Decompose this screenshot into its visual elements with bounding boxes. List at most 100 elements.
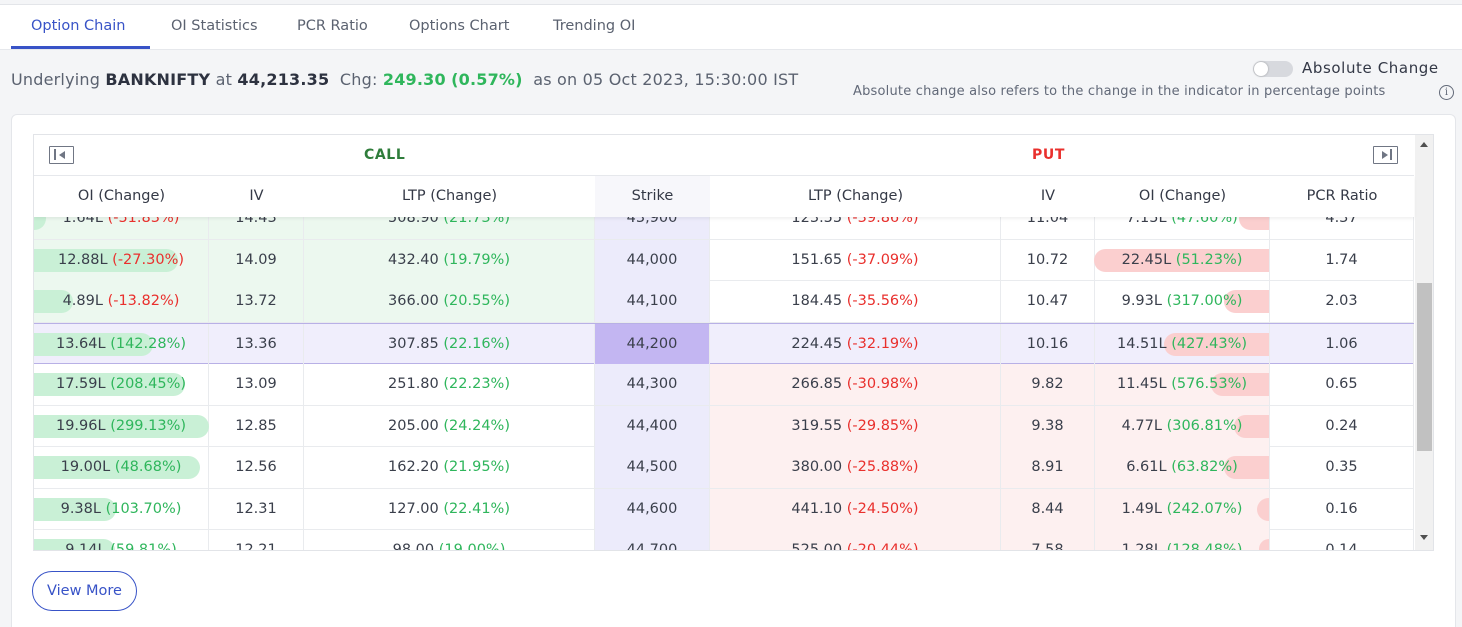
call-iv-cell: 13.36 (209, 323, 304, 365)
call-oi-change: (103.70%) (105, 500, 182, 517)
pcr-cell: 2.03 (1270, 281, 1414, 322)
call-iv-cell: 12.56 (209, 447, 304, 488)
call-iv-cell: 12.31 (209, 488, 304, 530)
put-oi-change: (63.82%) (1171, 459, 1238, 475)
header-call-iv[interactable]: IV (249, 188, 264, 204)
put-ltp-value: 123.55 (791, 217, 843, 226)
change-value: 249.30 (382, 70, 446, 89)
table-row[interactable]: 1.64L (-51.83%) 14.43 508.90 (21.73%) 43,90… (34, 217, 1414, 240)
tab-trending-oi[interactable]: Trending OI (553, 18, 636, 34)
underlying-summary: Underlying BANKNIFTY at 44,213.35 Chg: 2… (11, 70, 798, 89)
put-iv-cell: 9.82 (1001, 364, 1095, 405)
put-ltp-cell: 123.55 (-39.86%) (710, 217, 1001, 239)
call-ltp-change: (21.73%) (443, 217, 510, 226)
header-put-oi[interactable]: OI (Change) (1138, 188, 1227, 204)
call-iv-cell: 14.43 (209, 217, 304, 239)
call-oi-text: 9.38L (103.70%) (61, 501, 182, 517)
call-oi-text: 13.64L (142.28%) (56, 336, 186, 352)
table-row[interactable]: 13.64L (142.28%) 13.36 307.85 (22.16%) 44,2… (34, 322, 1414, 365)
collapse-call-icon[interactable] (49, 146, 74, 164)
put-iv-cell: 9.38 (1001, 405, 1095, 447)
call-oi-text: 4.89L (-13.82%) (63, 293, 180, 309)
table-row[interactable]: 19.96L (299.13%) 12.85 205.00 (24.24%) 44,4… (34, 405, 1414, 447)
call-ltp-cell: 98.00 (19.00%) (304, 530, 595, 550)
call-oi-value: 19.00L (60, 459, 111, 475)
call-oi-cell: 4.89L (-13.82%) (34, 281, 209, 322)
table-row[interactable]: 9.38L (103.70%) 12.31 127.00 (22.41%) 44,60… (34, 488, 1414, 530)
call-ltp-value: 432.40 (388, 251, 439, 268)
underlying-at: at (215, 70, 233, 89)
put-oi-cell: 6.61L (63.82%) (1095, 447, 1270, 488)
scroll-thumb[interactable] (1417, 283, 1432, 451)
put-oi-text: 1.28L (128.48%) (1122, 542, 1243, 551)
put-oi-text: 14.51L (427.43%) (1117, 336, 1247, 352)
call-oi-value: 13.64L (55, 335, 106, 352)
scroll-down-icon[interactable] (1420, 535, 1428, 540)
put-oi-change: (576.53%) (1171, 376, 1248, 392)
side-header: CALL PUT (34, 135, 1414, 176)
call-iv-cell: 13.72 (209, 281, 304, 322)
tab-oi-statistics[interactable]: OI Statistics (171, 18, 258, 34)
table-row[interactable]: 4.89L (-13.82%) 13.72 366.00 (20.55%) 44,10… (34, 281, 1414, 323)
call-ltp-cell: 508.90 (21.73%) (304, 217, 595, 239)
header-pcr-ratio[interactable]: PCR Ratio (1306, 188, 1378, 204)
call-oi-text: 19.00L (48.68%) (61, 459, 182, 475)
header-call-oi[interactable]: OI (Change) (77, 188, 166, 204)
tab-option-chain[interactable]: Option Chain (31, 18, 126, 34)
call-oi-cell: 12.88L (-27.30%) (34, 239, 209, 281)
call-iv-cell: 12.21 (209, 530, 304, 550)
call-oi-value: 17.59L (55, 376, 106, 392)
put-ltp-change: (-24.50%) (846, 500, 919, 517)
put-oi-bar (1223, 456, 1269, 479)
call-oi-value: 19.96L (55, 417, 106, 434)
call-oi-change: (-27.30%) (112, 251, 185, 268)
table-row[interactable]: 12.88L (-27.30%) 14.09 432.40 (19.79%) 44,0… (34, 239, 1414, 281)
pcr-cell: 4.37 (1270, 217, 1414, 239)
put-oi-value: 6.61L (1126, 459, 1167, 475)
call-ltp-change: (22.16%) (443, 335, 510, 352)
strike-cell: 44,300 (595, 364, 710, 405)
column-header-row: OI (Change) IV LTP (Change) Strike LTP (… (34, 176, 1414, 217)
call-ltp-change: (22.23%) (443, 376, 510, 392)
absolute-change-note: Absolute change also refers to the chang… (853, 84, 1386, 99)
header-strike[interactable]: Strike (595, 176, 710, 217)
call-oi-value: 4.89L (62, 293, 103, 309)
put-ltp-value: 151.65 (791, 251, 843, 268)
table-row[interactable]: 9.14L (59.81%) 12.21 98.00 (19.00%) 44,700 5… (34, 530, 1414, 551)
pcr-cell: 0.24 (1270, 405, 1414, 447)
put-ltp-value: 319.55 (791, 417, 843, 434)
call-ltp-cell: 205.00 (24.24%) (304, 405, 595, 447)
call-oi-bar (34, 497, 117, 521)
call-oi-change: (299.13%) (110, 417, 187, 434)
header-call-ltp[interactable]: LTP (Change) (401, 188, 498, 204)
table-row[interactable]: 17.59L (208.45%) 13.09 251.80 (22.23%) 44,3… (34, 364, 1414, 406)
put-oi-text: 9.93L (317.00%) (1122, 293, 1243, 309)
put-iv-cell: 10.47 (1001, 281, 1095, 322)
put-ltp-cell: 266.85 (-30.98%) (710, 364, 1001, 405)
put-oi-bar (1239, 217, 1269, 230)
put-ltp-value: 184.45 (791, 293, 843, 309)
tab-pcr-ratio[interactable]: PCR Ratio (297, 18, 368, 34)
call-oi-cell: 19.96L (299.13%) (34, 405, 209, 447)
table-row[interactable]: 19.00L (48.68%) 12.56 162.20 (21.95%) 44,50… (34, 447, 1414, 489)
header-put-iv[interactable]: IV (1040, 188, 1056, 204)
info-icon[interactable]: i (1439, 85, 1454, 100)
put-oi-bar (1256, 497, 1269, 521)
scroll-up-icon[interactable] (1420, 142, 1428, 147)
put-ltp-value: 224.45 (791, 335, 843, 352)
call-oi-change: (-51.83%) (107, 217, 180, 226)
strike-cell: 44,000 (595, 239, 710, 281)
call-ltp-value: 307.85 (388, 335, 439, 352)
tab-options-chart[interactable]: Options Chart (409, 18, 510, 34)
view-more-button[interactable]: View More (32, 571, 137, 611)
put-oi-value: 22.45L (1121, 251, 1172, 268)
collapse-put-icon[interactable] (1373, 146, 1398, 164)
absolute-change-toggle[interactable] (1253, 61, 1293, 77)
vertical-scrollbar[interactable] (1415, 135, 1433, 550)
call-oi-text: 12.88L (-27.30%) (58, 252, 184, 268)
header-put-ltp[interactable]: LTP (Change) (807, 188, 904, 204)
put-oi-text: 7.15L (47.60%) (1126, 217, 1238, 226)
put-oi-change: (128.48%) (1166, 542, 1243, 551)
put-oi-cell: 14.51L (427.43%) (1095, 323, 1270, 365)
call-oi-cell: 9.14L (59.81%) (34, 530, 209, 550)
